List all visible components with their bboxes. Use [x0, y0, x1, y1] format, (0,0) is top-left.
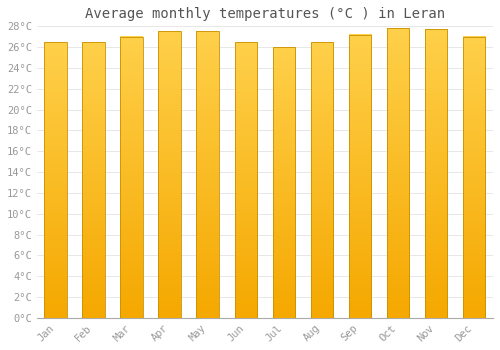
Bar	[386, 28, 409, 318]
Title: Average monthly temperatures (°C ) in Leran: Average monthly temperatures (°C ) in Le…	[85, 7, 445, 21]
Bar	[44, 42, 67, 318]
Bar	[82, 42, 105, 318]
Bar	[310, 42, 334, 318]
Bar	[196, 32, 220, 318]
Bar	[158, 32, 182, 318]
Bar	[272, 47, 295, 318]
Bar	[348, 35, 372, 318]
Bar	[234, 42, 258, 318]
Bar	[424, 29, 448, 318]
Bar	[120, 37, 144, 318]
Bar	[462, 37, 485, 318]
